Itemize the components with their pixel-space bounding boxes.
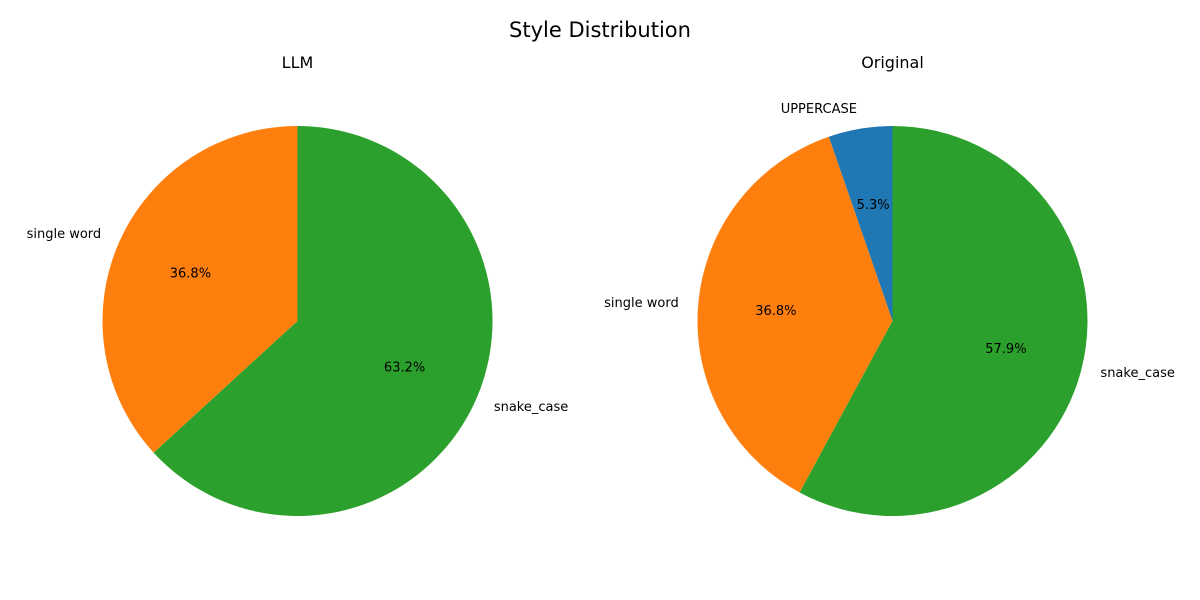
pie-slice-original-uppercase xyxy=(828,126,893,321)
pie-slice-original-single-word xyxy=(697,136,893,493)
pct-label-llm-snake-case: 63.2% xyxy=(384,361,425,376)
figure-title: Style Distribution xyxy=(509,18,691,42)
pct-label-original-uppercase: 5.3% xyxy=(857,198,890,213)
pie-slice-llm-single-word xyxy=(102,126,298,453)
pie-slice-original-snake-case xyxy=(799,126,1088,516)
pct-label-original-single-word: 36.8% xyxy=(755,304,796,319)
slice-label-original-uppercase: UPPERCASE xyxy=(781,102,857,117)
slice-label-original-snake-case: snake_case xyxy=(1100,366,1174,381)
pie-title-original: Original xyxy=(861,53,924,72)
pie-chart-llm: LLM single word 36.8% snake_case 63.2% xyxy=(27,53,568,516)
pct-label-llm-single-word: 36.8% xyxy=(170,266,211,281)
pct-label-original-snake-case: 57.9% xyxy=(985,342,1026,357)
slice-label-llm-single-word: single word xyxy=(27,227,102,242)
slice-label-llm-snake-case: snake_case xyxy=(494,400,568,415)
pie-slice-llm-snake-case xyxy=(153,126,493,516)
pie-title-llm: LLM xyxy=(282,53,314,72)
slice-label-original-single-word: single word xyxy=(604,296,679,311)
pie-chart-original: Original UPPERCASE 5.3% single word 36.8% sn… xyxy=(604,53,1175,516)
